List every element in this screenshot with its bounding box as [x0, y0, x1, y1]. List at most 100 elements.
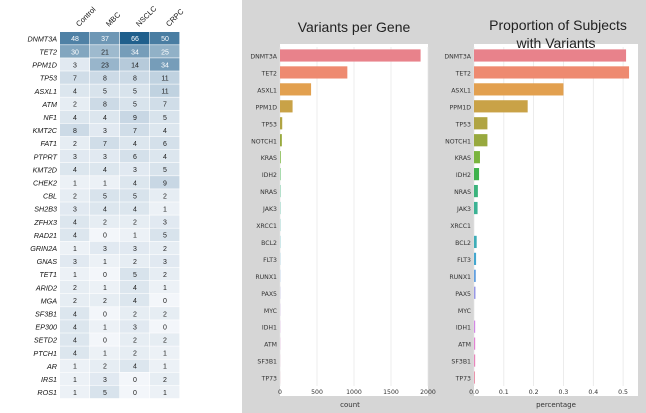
heatmap-cell-value: 66: [131, 36, 139, 43]
heatmap-cell-value: 2: [133, 337, 137, 344]
chart1-x-axis-label: count: [340, 401, 360, 409]
heatmap-cell: [150, 320, 180, 333]
heatmap-cell: [60, 307, 90, 320]
heatmap-cell: [150, 254, 180, 268]
heatmap-row-label: TP53: [40, 74, 57, 83]
heatmap-cell-value: 50: [161, 36, 169, 43]
heatmap-cell: [120, 71, 150, 84]
heatmap-cell: [150, 202, 180, 215]
heatmap-cell: [90, 241, 120, 255]
y-tick-label: ATM: [458, 342, 471, 349]
heatmap-cell: [60, 385, 90, 399]
heatmap-cell-value: 7: [103, 141, 107, 148]
bar-dnmt3a: [474, 49, 627, 62]
heatmap-cell: [150, 385, 180, 399]
heatmap-cell-value: 5: [103, 390, 107, 397]
y-tick-label: TP53: [261, 121, 277, 128]
heatmap-cell-value: 4: [133, 180, 137, 187]
heatmap-cell: [150, 71, 180, 84]
heatmap-cell: [60, 202, 90, 215]
heatmap-cell-value: 3: [103, 377, 107, 384]
heatmap-cell: [150, 333, 180, 346]
heatmap-cell-value: 4: [133, 285, 137, 292]
heatmap-cell: [60, 58, 90, 71]
heatmap-cell: [120, 385, 150, 399]
heatmap-cell: [90, 385, 120, 399]
x-tick-label: 0.1: [499, 389, 509, 396]
heatmap-cell-value: 2: [103, 220, 107, 227]
heatmap-cell-value: 0: [163, 298, 167, 305]
heatmap-cell-value: 30: [71, 49, 79, 56]
heatmap-cell: [150, 97, 180, 110]
y-tick-label: BCL2: [261, 240, 277, 247]
heatmap-cell: [60, 163, 90, 176]
heatmap-cell: [60, 189, 90, 202]
heatmap-cell-value: 5: [103, 89, 107, 96]
heatmap-cell-value: 5: [163, 167, 167, 174]
heatmap-cell-value: 0: [133, 390, 137, 397]
heatmap-cell-value: 1: [103, 180, 107, 187]
heatmap-cell: [120, 149, 150, 163]
heatmap-cell-value: 1: [103, 285, 107, 292]
heatmap-cell: [60, 359, 90, 372]
x-tick-label: 500: [311, 389, 323, 396]
heatmap-cell-value: 4: [133, 206, 137, 213]
y-tick-label: ATM: [264, 342, 277, 349]
heatmap-cell-value: 1: [163, 364, 167, 371]
bar-tet2: [280, 66, 348, 79]
heatmap-cell: [90, 149, 120, 163]
heatmap-cell-value: 1: [103, 259, 107, 266]
bar-notch1: [474, 134, 488, 147]
y-tick-label: NOTCH1: [251, 138, 277, 145]
heatmap-cell: [60, 320, 90, 333]
heatmap-cell-value: 0: [103, 311, 107, 318]
heatmap-cell: [150, 58, 180, 71]
heatmap-cell-value: 4: [73, 89, 77, 96]
y-tick-label: RUNX1: [449, 274, 471, 281]
y-tick-label: JAK3: [262, 206, 277, 213]
heatmap-cell-value: 23: [101, 62, 109, 69]
bar-dnmt3a: [280, 49, 421, 62]
y-tick-label: IDH1: [456, 325, 471, 332]
heatmap-row-label: ARID2: [35, 283, 57, 292]
heatmap-cell-value: 34: [161, 62, 169, 69]
bar-ppm1d: [474, 100, 528, 113]
x-tick-label: 0.0: [469, 389, 479, 396]
heatmap-cell: [60, 294, 90, 307]
heatmap-cell: [120, 58, 150, 71]
bar-sf3b1: [474, 354, 476, 367]
y-tick-label: DNMT3A: [250, 54, 277, 61]
heatmap-cell: [120, 32, 150, 45]
heatmap-cell-value: 2: [163, 272, 167, 279]
heatmap-cell-value: 34: [131, 49, 139, 56]
y-tick-label: PPM1D: [255, 104, 277, 111]
heatmap-cell: [150, 359, 180, 372]
heatmap-cell-value: 1: [163, 206, 167, 213]
heatmap-cell: [90, 97, 120, 110]
heatmap-cell: [150, 32, 180, 45]
heatmap-cell-value: 4: [103, 115, 107, 122]
heatmap-cell-value: 2: [73, 141, 77, 148]
heatmap-cell: [90, 280, 120, 294]
heatmap-cell-value: 4: [73, 337, 77, 344]
y-tick-label: SF3B1: [451, 359, 471, 366]
heatmap-cell: [150, 84, 180, 97]
heatmap-cell-value: 2: [103, 364, 107, 371]
heatmap-cell-value: 4: [73, 115, 77, 122]
bar-tp53: [474, 117, 488, 130]
heatmap-cell: [90, 320, 120, 333]
heatmap-column-header: MBC: [104, 10, 123, 29]
heatmap-cell-value: 2: [163, 377, 167, 384]
heatmap-cell-value: 2: [133, 311, 137, 318]
y-tick-label: KRAS: [455, 155, 471, 162]
heatmap-cell: [150, 136, 180, 150]
heatmap-cell-value: 3: [73, 259, 77, 266]
heatmap-cell-value: 11: [161, 89, 168, 96]
heatmap-cell: [120, 346, 150, 359]
heatmap-cell-value: 25: [161, 49, 169, 56]
heatmap-cell-value: 2: [73, 285, 77, 292]
heatmap-cell-value: 5: [133, 89, 137, 96]
heatmap-cell: [90, 84, 120, 97]
heatmap-cell-value: 2: [73, 298, 77, 305]
